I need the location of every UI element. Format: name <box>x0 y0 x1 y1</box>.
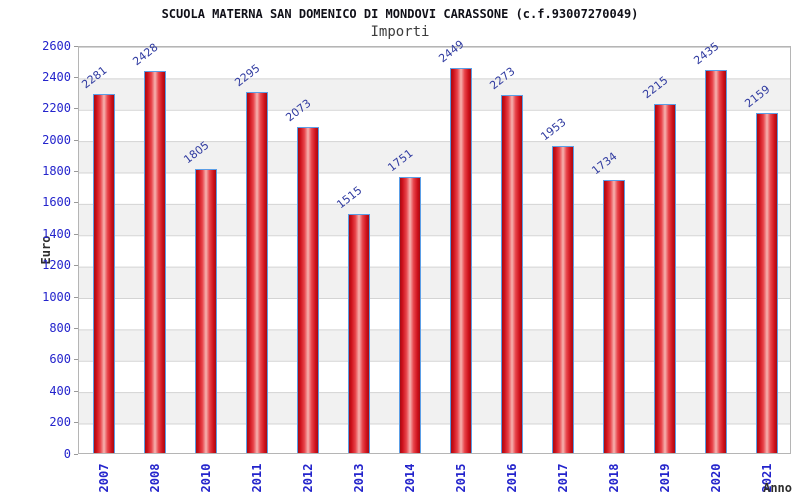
y-tick-label: 1000 <box>42 289 71 304</box>
bar-2015 <box>449 67 472 453</box>
y-tick-label: 0 <box>63 446 71 461</box>
y-tick-mark <box>74 359 78 361</box>
y-tick-label: 1600 <box>42 195 71 210</box>
y-tick-mark <box>74 139 78 141</box>
y-tick-mark <box>74 45 78 47</box>
x-tick-label: 2012 <box>301 463 316 493</box>
y-tick-label: 1200 <box>42 258 71 273</box>
y-tick-mark <box>74 327 78 329</box>
plot-area <box>78 46 791 454</box>
x-tick-label: 2008 <box>148 463 163 493</box>
x-tick-label: 2019 <box>657 463 672 493</box>
bar-2011 <box>246 91 269 453</box>
y-tick-mark <box>74 390 78 392</box>
bar-2012 <box>297 126 320 453</box>
x-tick-label: 2016 <box>504 463 519 493</box>
y-tick-mark <box>74 202 78 204</box>
y-tick-mark <box>74 453 78 455</box>
y-tick-mark <box>74 422 78 424</box>
x-tick-label: 2011 <box>250 463 265 493</box>
x-tick-label: 2015 <box>453 463 468 493</box>
y-tick-mark <box>74 296 78 298</box>
bar-2010 <box>195 168 218 453</box>
x-tick-label: 2013 <box>352 463 367 493</box>
y-tick-label: 2400 <box>42 69 71 84</box>
x-tick-label: 2014 <box>403 463 418 493</box>
x-axis-label: Anno <box>763 481 792 495</box>
bar-2017 <box>551 145 574 453</box>
y-tick-label: 600 <box>49 352 71 367</box>
y-tick-label: 2200 <box>42 101 71 116</box>
bar-2013 <box>348 214 371 453</box>
bar-2021 <box>755 113 778 453</box>
x-tick-label: 2017 <box>555 463 570 493</box>
y-tick-label: 2000 <box>42 132 71 147</box>
y-tick-label: 1800 <box>42 164 71 179</box>
y-tick-mark <box>74 108 78 110</box>
bar-2018 <box>602 179 625 453</box>
y-tick-label: 200 <box>49 415 71 430</box>
x-tick-label: 2010 <box>199 463 214 493</box>
y-tick-label: 1400 <box>42 226 71 241</box>
y-tick-mark <box>74 171 78 173</box>
y-tick-mark <box>74 265 78 267</box>
y-tick-label: 400 <box>49 383 71 398</box>
x-tick-label: 2007 <box>97 463 112 493</box>
bar-2016 <box>500 95 523 453</box>
bar-2019 <box>653 104 676 453</box>
x-tick-label: 2018 <box>606 463 621 493</box>
y-tick-mark <box>74 233 78 235</box>
y-tick-mark <box>74 76 78 78</box>
bar-2008 <box>144 71 167 453</box>
y-tick-label: 800 <box>49 320 71 335</box>
bar-2007 <box>93 94 116 453</box>
bar-2020 <box>704 69 727 453</box>
y-tick-label: 2600 <box>42 38 71 53</box>
x-tick-label: 2020 <box>708 463 723 493</box>
chart-subtitle: Importi <box>370 24 430 40</box>
bar-2014 <box>399 177 422 453</box>
chart-title: SCUOLA MATERNA SAN DOMENICO DI MONDOVI C… <box>161 7 639 21</box>
